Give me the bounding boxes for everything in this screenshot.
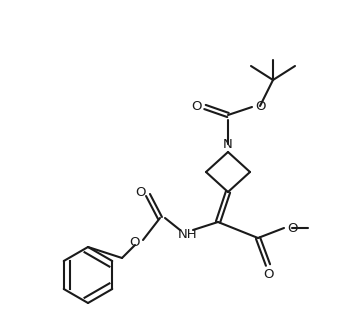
Text: O: O (192, 100, 202, 113)
Text: O: O (135, 187, 145, 200)
Text: O: O (263, 268, 273, 281)
Text: N: N (223, 138, 233, 152)
Text: O: O (287, 222, 297, 235)
Text: NH: NH (178, 228, 198, 241)
Text: O: O (129, 237, 139, 249)
Text: O: O (255, 100, 265, 113)
